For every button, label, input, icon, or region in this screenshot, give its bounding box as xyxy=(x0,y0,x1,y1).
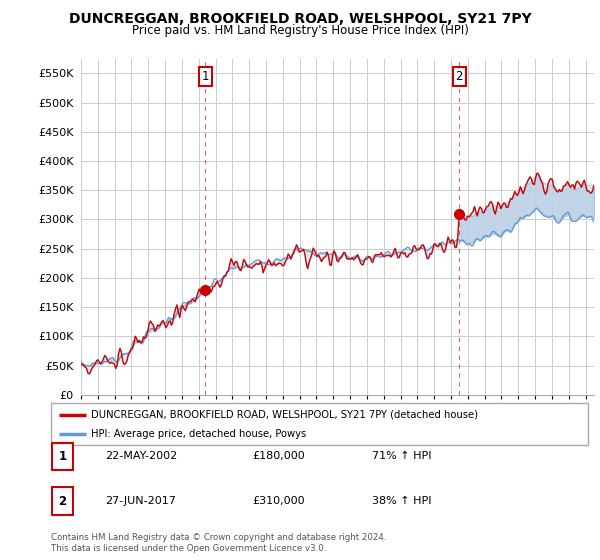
Text: HPI: Average price, detached house, Powys: HPI: Average price, detached house, Powy… xyxy=(91,429,307,439)
Text: £310,000: £310,000 xyxy=(252,496,305,506)
Text: £180,000: £180,000 xyxy=(252,451,305,461)
Text: 38% ↑ HPI: 38% ↑ HPI xyxy=(372,496,431,506)
FancyBboxPatch shape xyxy=(51,403,588,445)
Text: 2: 2 xyxy=(455,70,463,83)
Text: 1: 1 xyxy=(58,450,67,463)
Text: Contains HM Land Registry data © Crown copyright and database right 2024.: Contains HM Land Registry data © Crown c… xyxy=(51,533,386,542)
Text: 71% ↑ HPI: 71% ↑ HPI xyxy=(372,451,431,461)
Text: 2: 2 xyxy=(58,494,67,508)
Text: This data is licensed under the Open Government Licence v3.0.: This data is licensed under the Open Gov… xyxy=(51,544,326,553)
FancyBboxPatch shape xyxy=(52,487,73,515)
Text: DUNCREGGAN, BROOKFIELD ROAD, WELSHPOOL, SY21 7PY (detached house): DUNCREGGAN, BROOKFIELD ROAD, WELSHPOOL, … xyxy=(91,409,478,419)
Text: DUNCREGGAN, BROOKFIELD ROAD, WELSHPOOL, SY21 7PY: DUNCREGGAN, BROOKFIELD ROAD, WELSHPOOL, … xyxy=(68,12,532,26)
Text: Price paid vs. HM Land Registry's House Price Index (HPI): Price paid vs. HM Land Registry's House … xyxy=(131,24,469,37)
Text: 1: 1 xyxy=(202,70,209,83)
Text: 27-JUN-2017: 27-JUN-2017 xyxy=(105,496,176,506)
FancyBboxPatch shape xyxy=(52,442,73,470)
Text: 22-MAY-2002: 22-MAY-2002 xyxy=(105,451,177,461)
